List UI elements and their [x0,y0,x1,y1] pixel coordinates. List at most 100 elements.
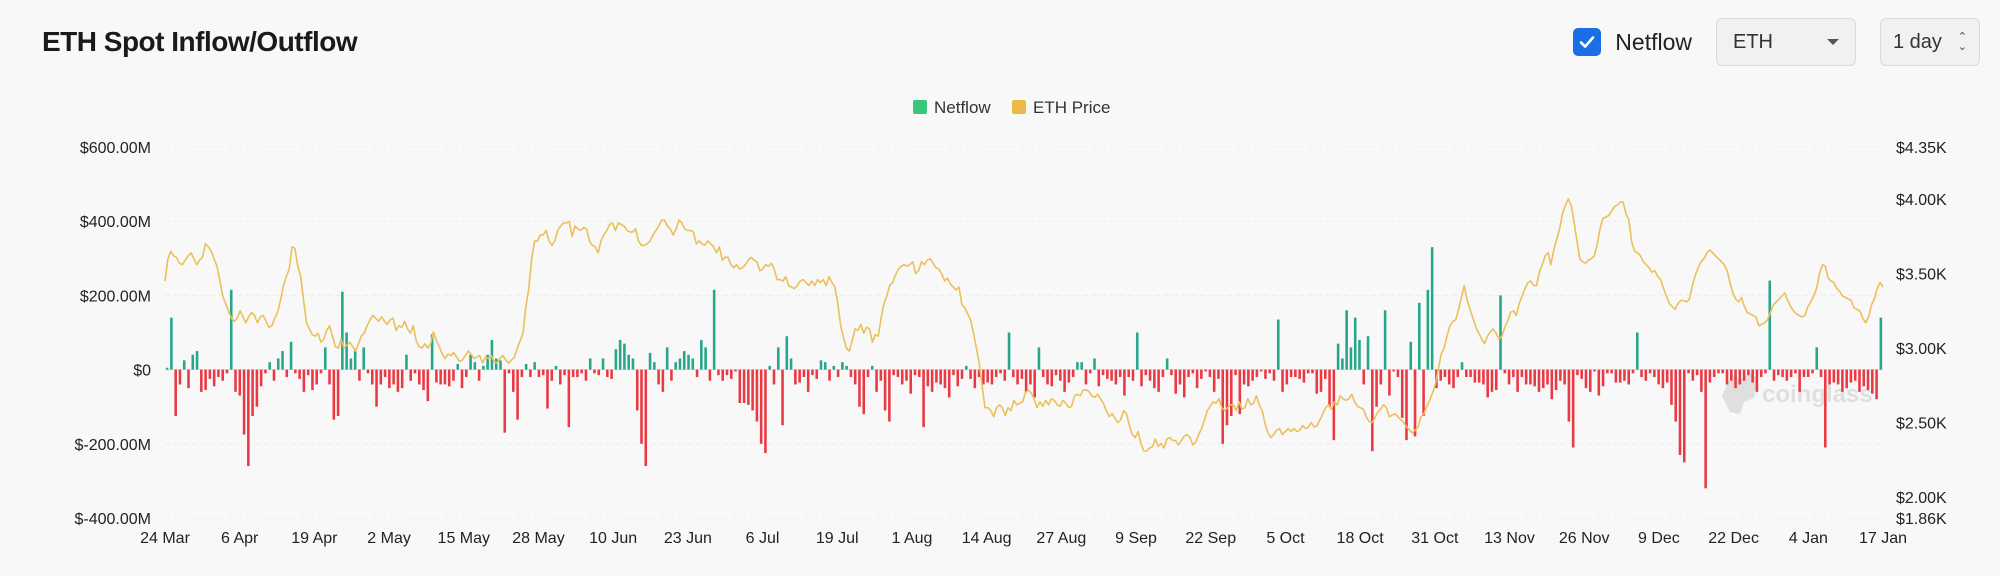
netflow-bar [875,369,878,392]
netflow-bar [1200,369,1203,379]
netflow-bar [217,369,220,378]
netflow-bar [1482,369,1485,385]
netflow-bar [294,369,297,374]
netflow-bar [695,369,699,378]
netflow-bar [597,369,601,376]
netflow-bar [999,369,1002,374]
netflow-bar [170,317,173,370]
netflow-bar [1234,369,1237,376]
netflow-bar [725,369,729,376]
netflow-bar [1076,362,1079,370]
netflow-bar [606,369,609,378]
y-left-tick-label: $-200.00M [75,437,152,454]
netflow-bar [896,369,900,378]
netflow-bar [939,369,942,385]
netflow-bar [165,367,169,370]
netflow-bar [1093,358,1096,370]
netflow-bar [281,351,284,370]
netflow-bar [1097,369,1101,387]
netflow-bar [490,339,494,370]
netflow-bar [298,369,301,379]
netflow-bar [631,358,635,370]
netflow-bar [1798,369,1801,392]
netflow-bar [738,369,742,403]
netflow-bar [187,369,190,389]
netflow-bar [1469,369,1472,378]
netflow-bar [1388,369,1391,396]
y-right-tick-label: $1.86K [1896,511,1947,528]
netflow-bar [1118,369,1122,378]
netflow-bar [417,369,421,385]
x-tick-label: 10 Jun [589,530,637,547]
netflow-bar [439,369,442,385]
netflow-bar [1353,317,1357,370]
netflow-bar [499,360,502,370]
netflow-bar [871,365,874,370]
netflow-bar [990,369,994,385]
interval-select-value: 1 day [1893,30,1942,53]
checkbox-checked-icon[interactable] [1573,28,1602,56]
netflow-bar [1217,369,1220,379]
netflow-bar [862,369,866,415]
netflow-bar [1131,369,1135,381]
netflow-bar [1576,369,1579,376]
netflow-bar [1777,369,1780,376]
netflow-bar [409,369,413,381]
netflow-bar [1811,369,1814,374]
netflow-bar [1059,369,1062,381]
netflow-bar [1550,369,1554,400]
netflow-bar [721,369,724,381]
netflow-bar [580,369,583,374]
netflow-bar [182,360,186,370]
netflow-bar [1695,369,1699,376]
legend[interactable]: Netflow ETH Price [913,98,1110,117]
netflow-bar [1836,369,1840,385]
netflow-bar [204,369,207,391]
netflow-bar [319,369,323,374]
netflow-toggle[interactable]: Netflow [1573,28,1692,56]
netflow-bar [1362,369,1366,385]
netflow-bar [1742,369,1746,381]
netflow-bar [1225,369,1229,426]
watermark-text: coinglass [1762,381,1873,408]
netflow-bar [383,369,387,378]
netflow-bar [1054,369,1058,376]
netflow-bar [1396,369,1400,378]
netflow-bar [977,369,981,378]
netflow-bar [1170,369,1173,376]
x-tick-label: 15 May [438,530,490,547]
y-left-tick-label: $0 [133,363,151,380]
netflow-bar [973,369,977,389]
netflow-bar [1593,369,1596,372]
asset-select[interactable]: ETH [1716,18,1856,66]
netflow-bar [1088,369,1092,374]
netflow-bar [781,369,784,426]
netflow-bar [1328,369,1331,407]
x-tick-label: 1 Aug [891,530,932,547]
x-tick-label: 22 Sep [1185,530,1236,547]
netflow-bar [1144,369,1148,376]
netflow-bar [1879,317,1883,370]
netflow-bar [221,369,224,381]
netflow-bar [379,369,383,385]
netflow-bar [1806,369,1810,378]
netflow-bar [704,347,707,370]
chart-controls: Netflow ETH 1 day ⌃ ⌄ [1573,18,1980,66]
netflow-bar [1041,369,1045,378]
netflow-bar [1400,369,1404,418]
netflow-bar [1841,369,1844,392]
netflow-bar [413,369,417,374]
interval-select[interactable]: 1 day ⌃ ⌄ [1880,18,1980,66]
netflow-bar [614,349,618,370]
netflow-bar [315,369,318,385]
netflow-bar [1627,369,1631,385]
netflow-bar [302,369,306,392]
eth-price-line [164,198,1884,452]
legend-price-swatch [1012,100,1026,114]
netflow-bar [610,369,613,379]
netflow-bar [477,369,481,381]
netflow-bar [776,347,780,370]
netflow-bar [332,369,336,420]
netflow-bar [1255,369,1259,378]
netflow-bar [1704,369,1707,489]
